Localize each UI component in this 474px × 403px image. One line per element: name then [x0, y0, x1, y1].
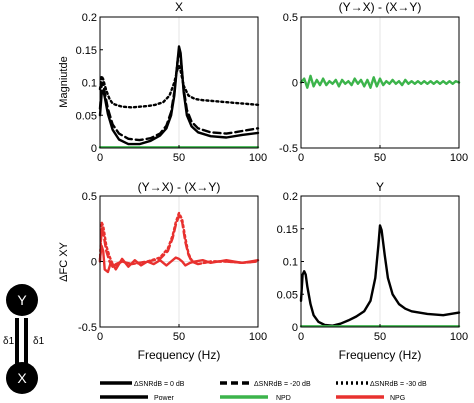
- diagram-delta-left: δ1: [3, 336, 15, 347]
- y-tick-label: 0: [292, 78, 298, 90]
- panel-y: 0 50 100 0 0.05 0.1 0.15 0.2: [277, 191, 469, 343]
- y-tick-label: 0.15: [76, 45, 97, 57]
- diagram-node-y-label: Y: [17, 292, 27, 308]
- x-tick-label: 50: [374, 152, 386, 164]
- panel-title-top-right: (Y→X) - (X→Y): [339, 0, 422, 14]
- legend: ΔSNRdB = 0 dB ΔSNRdB = -20 dB ΔSNRdB = -…: [100, 381, 427, 402]
- y-tick-label: 0: [292, 322, 298, 334]
- panel-title-y: Y: [376, 180, 384, 194]
- y-tick-label: 0.15: [277, 224, 298, 236]
- connectivity-diagram: Y X δ1 δ1: [3, 284, 45, 394]
- x-tick-label: 0: [97, 152, 103, 164]
- y-axis-label-top: Magniutde: [58, 56, 70, 107]
- x-axis-label-right: Frequency (Hz): [339, 348, 422, 362]
- x-tick-label: 100: [249, 331, 267, 343]
- diagram-node-x: [6, 362, 38, 394]
- y-tick-label: -0.5: [279, 143, 298, 155]
- y-tick-label: 0: [91, 257, 97, 269]
- series-line-1: [98, 214, 260, 268]
- x-axis-label-left: Frequency (Hz): [138, 348, 221, 362]
- x-tick-label: 50: [374, 331, 386, 343]
- y-tick-label: 0.05: [76, 110, 97, 122]
- panel-diff-npg: 0 50 100-0.500.5: [78, 191, 267, 343]
- x-tick-label: 50: [173, 152, 185, 164]
- series-line-1: [98, 49, 260, 142]
- diagram-node-y: [6, 284, 38, 316]
- y-tick-label: 0.1: [82, 78, 97, 90]
- legend-label-dashed: ΔSNRdB = -20 dB: [254, 381, 311, 388]
- panel-x: 0 50 100 0 0.05 0.1 0.15 0.2: [76, 12, 268, 164]
- y-tick-label: 0.2: [82, 12, 97, 24]
- legend-label-dotted: ΔSNRdB = -30 dB: [370, 381, 427, 388]
- x-tick-label: 0: [97, 331, 103, 343]
- x-tick-label: 100: [450, 152, 468, 164]
- panel-ydiff-npd: 0 50 100-0.500.5: [279, 12, 468, 164]
- y-tick-label: 0.05: [277, 289, 298, 301]
- panel-title-bottom-left: (Y→X) - (X→Y): [138, 180, 221, 194]
- x-tick-label: 50: [173, 331, 185, 343]
- x-tick-label: 100: [249, 152, 267, 164]
- y-tick-label: 0.2: [283, 191, 298, 203]
- y-tick-label: 0.5: [82, 191, 97, 203]
- y-axis-label-bottom: ΔFC XY: [58, 241, 70, 281]
- series-line-2: [98, 211, 260, 267]
- y-tick-label: 0.1: [283, 257, 298, 269]
- legend-label-solid: ΔSNRdB = 0 dB: [134, 381, 185, 388]
- y-tick-label: -0.5: [78, 322, 97, 334]
- x-tick-label: 0: [298, 331, 304, 343]
- diagram-node-x-label: X: [17, 370, 27, 386]
- legend-label-power: Power: [154, 395, 175, 402]
- series-line-2: [98, 64, 260, 109]
- y-tick-label: 0: [91, 143, 97, 155]
- panel-title-x: X: [175, 0, 183, 14]
- series-line-0: [299, 74, 461, 89]
- x-tick-label: 100: [450, 331, 468, 343]
- series-line-0: [299, 224, 461, 327]
- x-tick-label: 0: [298, 152, 304, 164]
- y-tick-label: 0.5: [283, 12, 298, 24]
- legend-label-npg: NPG: [390, 395, 405, 402]
- diagram-delta-right: δ1: [33, 336, 45, 347]
- legend-label-npd: NPD: [276, 395, 291, 402]
